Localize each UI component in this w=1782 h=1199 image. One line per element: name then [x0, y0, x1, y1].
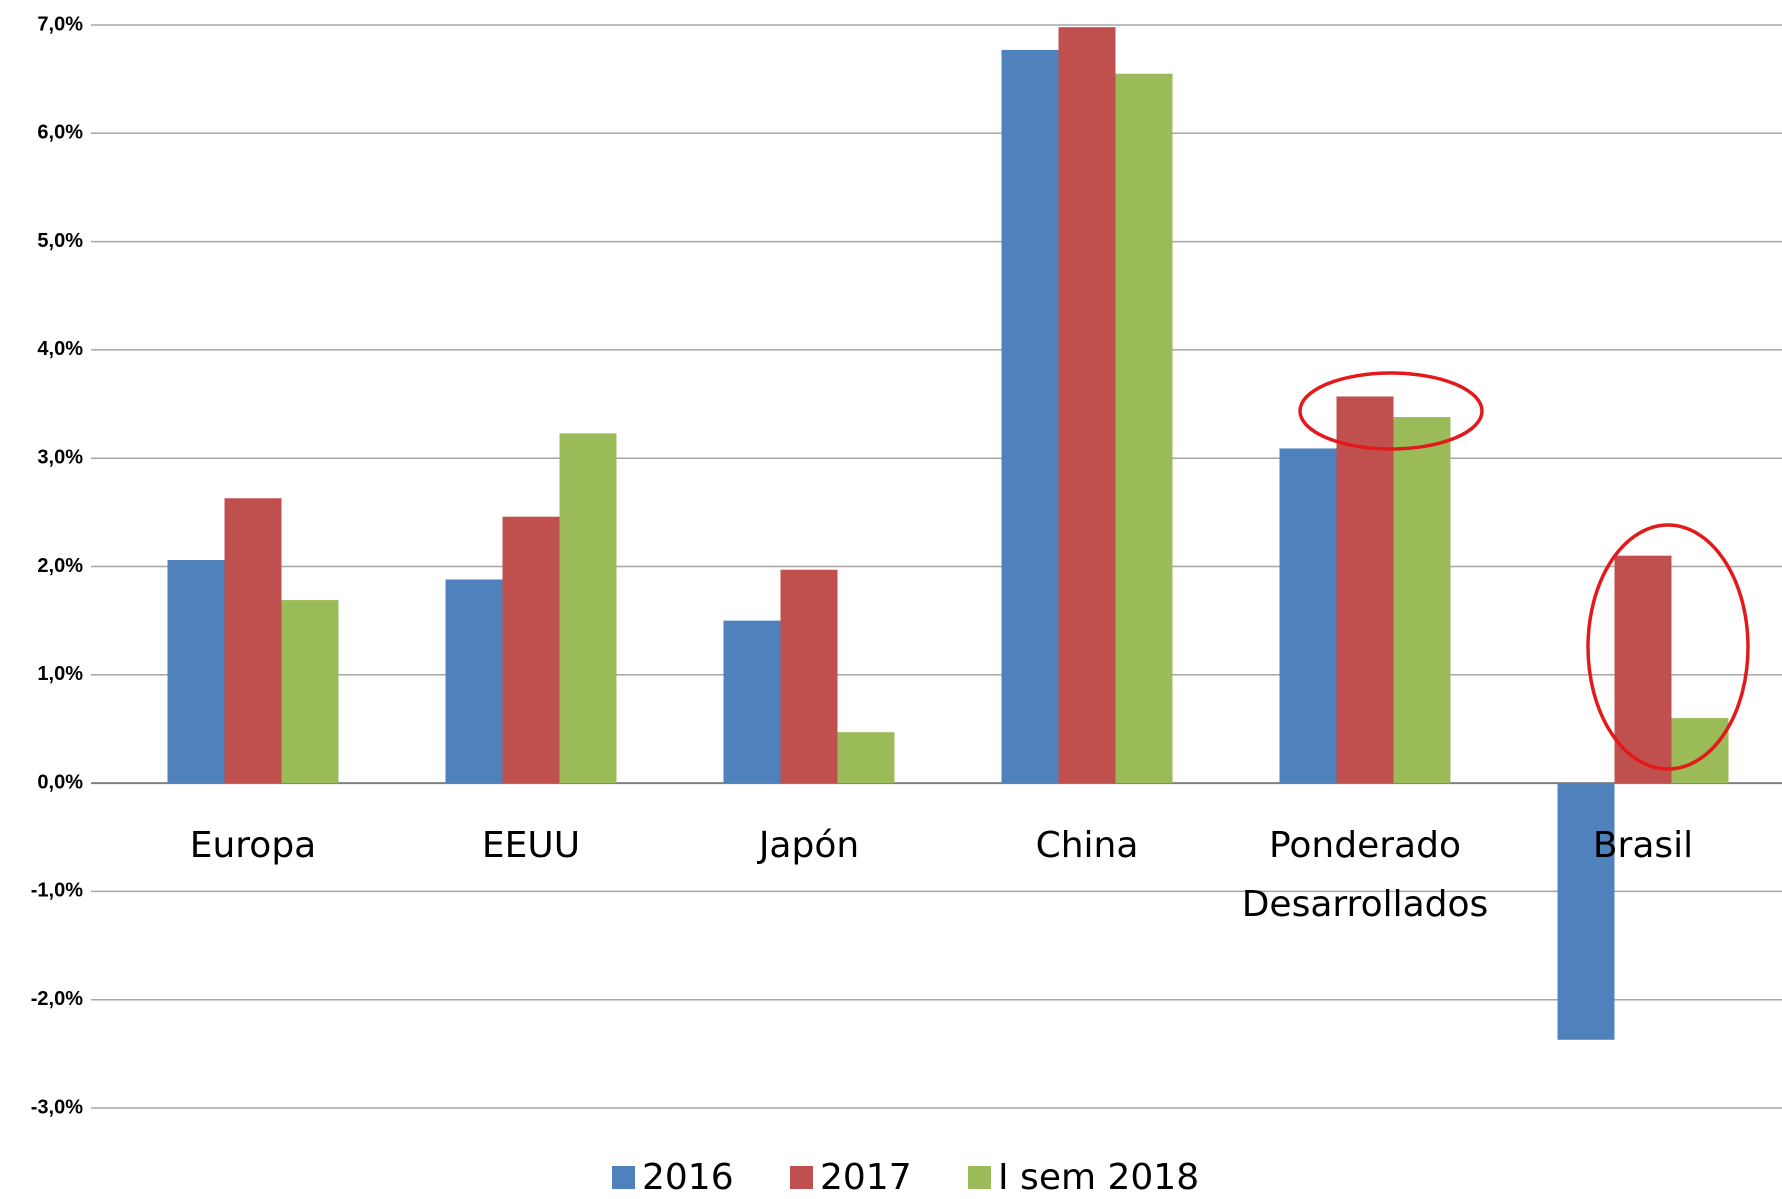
bar — [1336, 396, 1394, 784]
y-tick-label: 5,0% — [37, 230, 83, 252]
x-tick-label: China — [1036, 825, 1139, 866]
x-tick-label: Brasil — [1593, 825, 1693, 866]
bar — [1557, 783, 1615, 1040]
legend-item: I sem 2018 — [968, 1157, 1199, 1198]
x-tick-label: Japón — [757, 825, 859, 866]
y-tick-label: 4,0% — [37, 338, 83, 360]
x-tick-label: Europa — [190, 825, 317, 866]
y-tick-label: -3,0% — [31, 1096, 83, 1118]
legend-item: 2016 — [612, 1157, 734, 1198]
bar — [1614, 555, 1672, 784]
y-tick-label: 0,0% — [37, 771, 83, 793]
legend-label: I sem 2018 — [998, 1157, 1199, 1198]
bar — [1279, 448, 1337, 784]
bar — [1058, 27, 1116, 784]
bar — [445, 579, 503, 784]
bar — [502, 516, 560, 784]
bar — [1001, 49, 1059, 784]
bar — [1393, 417, 1451, 784]
highlight-ellipse — [1298, 371, 1484, 451]
legend-item: 2017 — [790, 1157, 912, 1198]
bar — [224, 498, 282, 784]
bar — [281, 600, 339, 784]
x-tick-label: Ponderado Desarrollados — [1242, 825, 1489, 925]
legend-label: 2016 — [642, 1157, 734, 1198]
bar — [837, 732, 895, 784]
y-tick-label: -2,0% — [31, 988, 83, 1010]
bar — [723, 620, 781, 784]
y-tick-label: 7,0% — [37, 13, 83, 35]
highlight-ellipse — [1586, 523, 1750, 771]
y-tick-label: -1,0% — [31, 880, 83, 902]
y-tick-label: 2,0% — [37, 555, 83, 577]
bar — [167, 560, 225, 784]
bar — [1671, 718, 1729, 784]
y-tick-label: 6,0% — [37, 122, 83, 144]
bar — [559, 433, 617, 784]
y-tick-label: 3,0% — [37, 446, 83, 468]
y-tick-label: 1,0% — [37, 663, 83, 685]
x-tick-label: EEUU — [482, 825, 580, 866]
bar — [1115, 73, 1173, 784]
bar — [780, 569, 838, 784]
legend-swatch — [968, 1166, 991, 1189]
legend-swatch — [790, 1166, 813, 1189]
legend-swatch — [612, 1166, 635, 1189]
legend-label: 2017 — [820, 1157, 912, 1198]
